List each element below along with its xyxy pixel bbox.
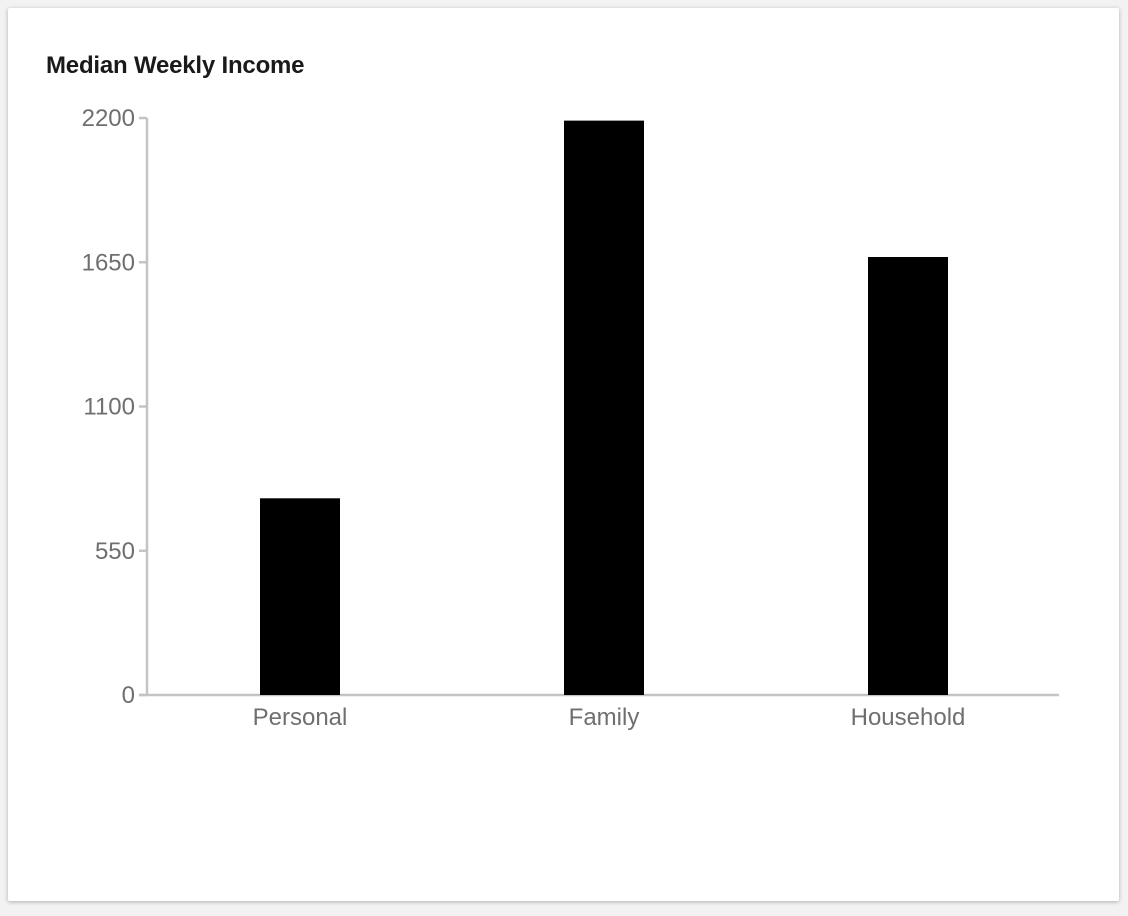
y-tick-label: 0	[122, 682, 135, 709]
x-tick-label-household: Household	[851, 704, 966, 731]
bar-household[interactable]	[868, 257, 948, 695]
y-axis: 0 550 1100 1650 2200	[82, 105, 149, 709]
x-axis: Personal Family Household	[139, 693, 1059, 731]
bar-personal[interactable]	[260, 498, 340, 695]
bars	[260, 120, 948, 695]
y-tick-label: 1100	[83, 394, 135, 421]
bar-family[interactable]	[564, 120, 644, 695]
x-tick-label-personal: Personal	[253, 704, 348, 731]
y-tick-label: 1650	[82, 249, 135, 276]
chart-title: Median Weekly Income	[46, 52, 305, 79]
y-tick-label: 550	[95, 538, 135, 565]
bar-chart: 0 550 1100 1650 2200 Personal Family Household	[82, 105, 1059, 731]
chart-card: Median Weekly Income 0 550 1100 1650 2200 Pe…	[8, 8, 1119, 901]
y-tick-label: 2200	[82, 105, 135, 132]
x-tick-label-family: Family	[569, 704, 640, 731]
